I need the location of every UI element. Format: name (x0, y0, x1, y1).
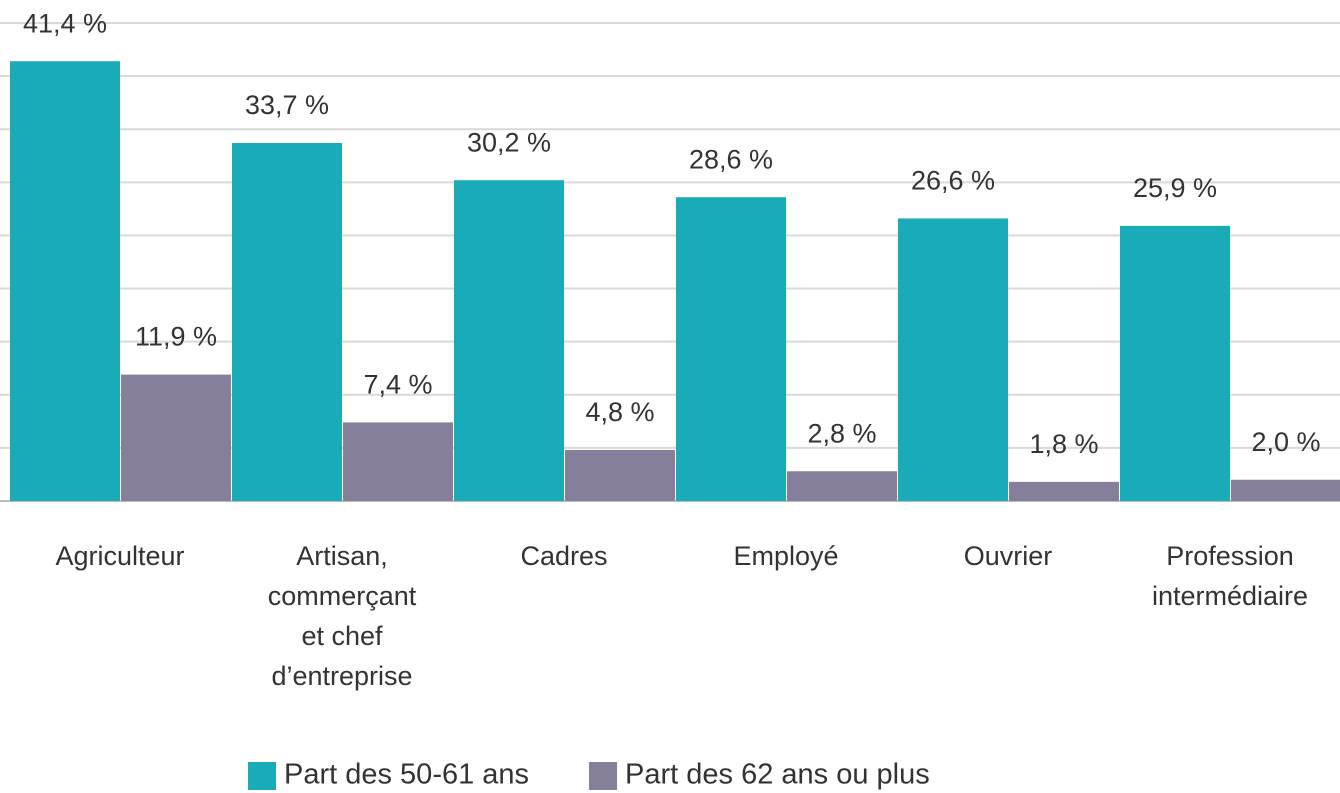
x-tick-label: Cadres (520, 541, 608, 571)
data-label: 11,9 % (135, 322, 217, 352)
data-label: 7,4 % (363, 370, 432, 400)
data-label: 28,6 % (689, 144, 773, 174)
bar (1009, 481, 1119, 501)
bar (10, 61, 120, 502)
x-tick-label: Profession intermédiaire (1151, 541, 1309, 611)
legend-swatch (589, 762, 618, 790)
x-tick-label: Agriculteur (55, 541, 185, 571)
bar (121, 374, 231, 501)
x-tick-label: Employé (733, 541, 839, 571)
bar (676, 197, 786, 501)
data-label: 41,4 % (23, 8, 107, 38)
legend-label: Part des 50-61 ans (284, 759, 529, 791)
data-label: 25,9 % (1133, 173, 1217, 203)
data-label: 33,7 % (245, 90, 329, 120)
legend-label: Part des 62 ans ou plus (625, 759, 930, 791)
data-label: 2,0 % (1251, 427, 1320, 457)
bar (343, 422, 453, 501)
data-label: 26,6 % (911, 166, 995, 196)
bar (898, 218, 1008, 501)
bar (565, 450, 675, 501)
data-label: 2,8 % (807, 418, 876, 448)
bar (1231, 479, 1340, 501)
data-label: 4,8 % (585, 397, 654, 427)
bar (232, 143, 342, 501)
bar (454, 180, 564, 501)
bar (1120, 225, 1230, 501)
x-tick-label: Artisan, commerçant et chef d’entreprise (267, 541, 417, 691)
legend-swatch (248, 762, 276, 790)
data-label: 30,2 % (467, 127, 551, 157)
x-tick-label: Ouvrier (963, 541, 1053, 571)
bar (787, 471, 897, 501)
data-label: 1,8 % (1029, 429, 1098, 459)
